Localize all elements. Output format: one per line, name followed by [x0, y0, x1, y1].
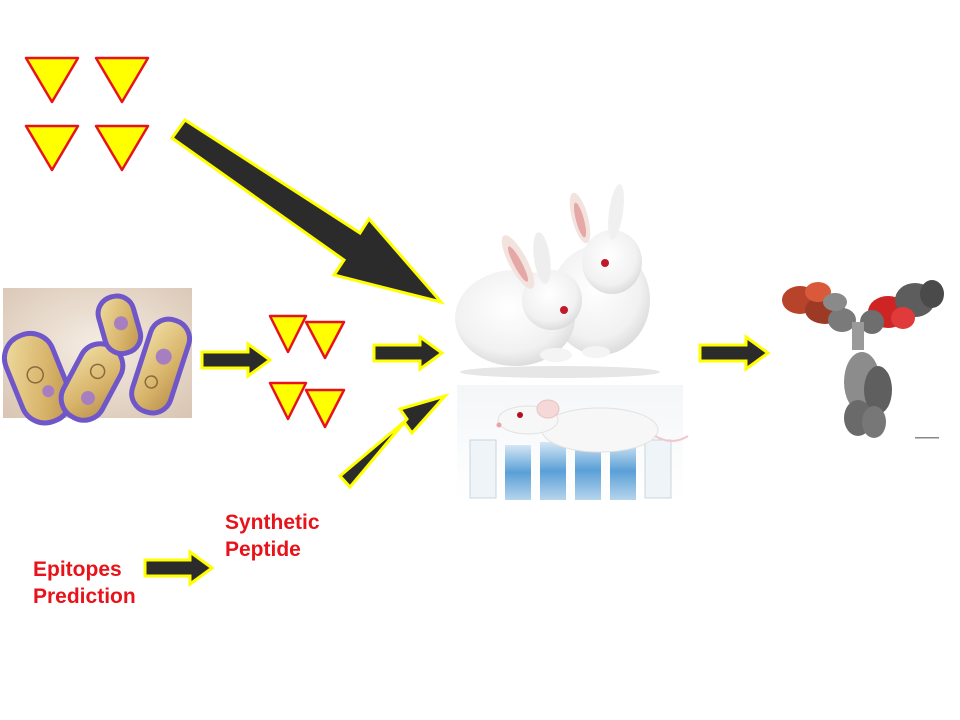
arrows	[143, 117, 771, 587]
epitopes-label-line2: Prediction	[33, 585, 136, 608]
arrow-peptide-to-animals	[372, 334, 445, 372]
epitopes-label-line1: Epitopes	[33, 558, 122, 581]
antigen-triangle-icon	[304, 388, 346, 429]
antigen-triangle-icon	[24, 56, 80, 104]
synthetic-label-line1: Synthetic	[225, 511, 320, 534]
white-rabbits	[455, 178, 682, 378]
antigen-triangle-icon	[268, 314, 308, 354]
antigen-group-top	[24, 56, 150, 172]
antigen-triangle-icon	[94, 56, 150, 104]
antigen-triangle-icon	[94, 124, 150, 172]
synthetic-peptide-label: Synthetic Peptide	[225, 509, 320, 563]
antigen-triangle-icon	[24, 124, 80, 172]
arrow-animals-to-antibody	[698, 334, 771, 372]
arrow-to-animals-diagonal	[169, 117, 446, 305]
epitopes-prediction-label: Epitopes Prediction	[33, 556, 136, 610]
arrow-prediction-to-peptide	[143, 549, 215, 587]
antibody-structure	[782, 280, 944, 439]
arrow-to-animals-upward	[337, 393, 450, 490]
antigen-triangle-icon	[268, 381, 308, 421]
lab-mouse	[457, 385, 689, 500]
bacteria-cells	[1, 288, 193, 426]
antigen-group-middle	[268, 314, 346, 429]
antigen-triangle-icon	[304, 320, 346, 360]
synthetic-label-line2: Peptide	[225, 538, 301, 561]
arrow-bacteria-to-peptide	[200, 341, 273, 379]
